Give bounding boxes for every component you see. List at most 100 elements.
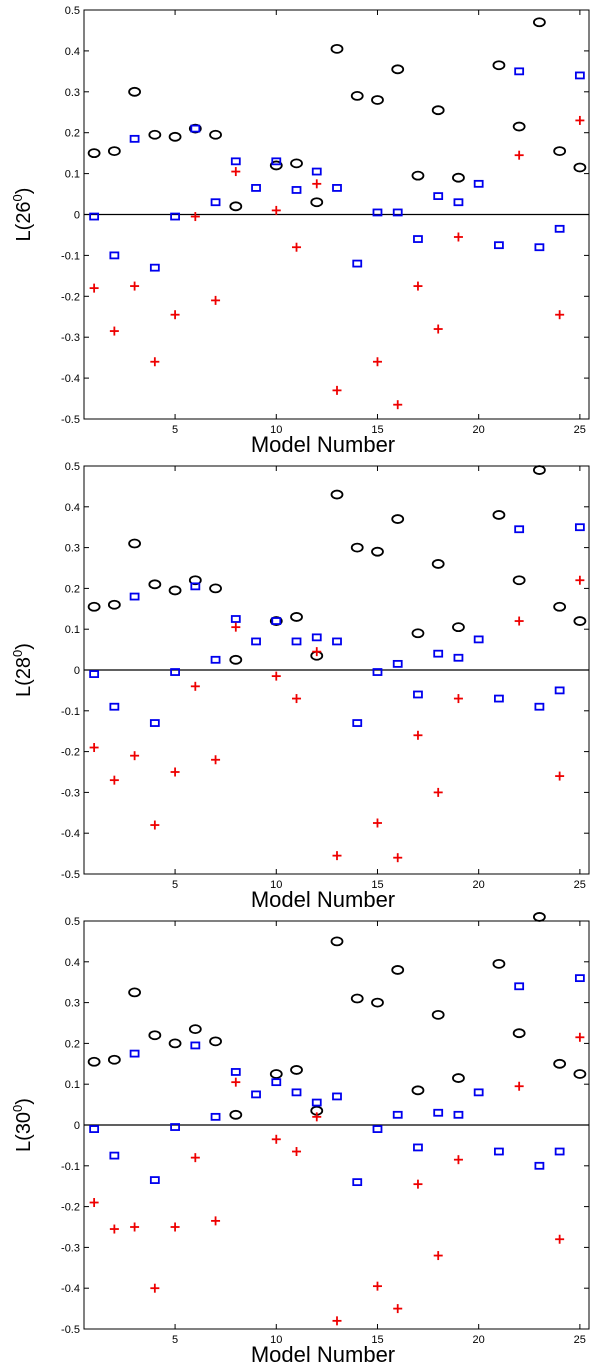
data-point <box>332 637 342 646</box>
data-point <box>512 1028 526 1039</box>
data-point <box>190 212 200 222</box>
data-point <box>413 690 423 699</box>
y-axis-label: L(260) <box>10 188 35 242</box>
data-point <box>188 1024 202 1035</box>
data-point <box>291 637 302 646</box>
y-axis-label: L(300) <box>10 1098 35 1152</box>
data-point <box>453 1110 464 1119</box>
series-square <box>89 67 585 272</box>
y-tick-label: 0.1 <box>65 169 80 181</box>
y-tick-label: 0.5 <box>65 461 80 473</box>
data-point <box>330 43 344 54</box>
series-plus <box>89 575 585 863</box>
data-point <box>352 719 363 727</box>
data-point <box>371 95 384 105</box>
data-point <box>392 1110 403 1119</box>
data-point <box>190 1041 201 1050</box>
data-point <box>128 538 142 549</box>
x-tick-label: 5 <box>172 424 178 436</box>
data-point <box>453 1155 463 1165</box>
data-point <box>554 686 565 695</box>
data-point <box>393 853 403 863</box>
data-point <box>371 997 384 1008</box>
y-tick-label: -0.3 <box>61 332 80 344</box>
data-point <box>391 64 405 75</box>
series-circle <box>87 17 587 212</box>
data-point <box>170 668 180 676</box>
y-tick-label: 0 <box>74 210 80 222</box>
data-point <box>555 771 565 781</box>
y-axis-label-close: ) <box>13 643 35 650</box>
data-point <box>211 755 221 765</box>
data-point <box>372 1125 383 1133</box>
data-point <box>168 131 182 142</box>
data-point <box>292 1147 302 1157</box>
data-point <box>129 134 140 143</box>
data-point <box>271 1078 282 1087</box>
data-point <box>87 148 101 159</box>
data-point <box>128 987 142 998</box>
data-point <box>109 1151 120 1160</box>
data-point <box>352 259 363 268</box>
data-point <box>271 157 282 166</box>
data-point <box>492 510 506 520</box>
data-point <box>109 326 119 336</box>
data-point <box>372 208 383 217</box>
data-point <box>453 694 463 704</box>
data-point <box>514 525 525 534</box>
y-tick-label: 0.5 <box>65 916 80 928</box>
y-axis-label-superscript: 0 <box>10 1105 25 1112</box>
data-point <box>150 820 160 830</box>
data-point <box>107 146 121 157</box>
data-point <box>433 192 444 200</box>
data-point <box>512 575 526 586</box>
data-point <box>271 671 281 681</box>
data-point <box>89 212 100 221</box>
y-tick-label: -0.5 <box>61 869 80 881</box>
data-point <box>210 1112 221 1121</box>
data-point <box>431 105 445 116</box>
data-point <box>311 633 322 642</box>
data-point <box>109 1224 119 1234</box>
data-point <box>130 281 140 291</box>
data-point <box>231 167 241 177</box>
data-point <box>494 241 504 250</box>
y-tick-label: -0.4 <box>61 828 80 840</box>
y-tick-label: -0.5 <box>61 1324 80 1336</box>
data-point <box>130 751 140 761</box>
data-point <box>533 17 546 28</box>
series-plus <box>89 1032 585 1326</box>
y-axis-label-main: L(28 <box>13 657 35 697</box>
y-tick-label: -0.2 <box>61 291 80 303</box>
x-tick-label: 5 <box>172 1334 178 1346</box>
x-axis-label: Model Number <box>251 887 395 912</box>
data-point <box>89 1125 100 1133</box>
data-point <box>350 90 364 101</box>
x-tick-label: 15 <box>371 424 383 436</box>
y-axis-label-main: L(26 <box>13 201 35 241</box>
data-point <box>411 1085 425 1096</box>
y-tick-label: 0.4 <box>65 502 80 514</box>
data-point <box>573 162 587 173</box>
data-point <box>107 599 121 610</box>
data-point <box>230 157 241 166</box>
data-point <box>311 167 322 176</box>
x-tick-label: 10 <box>270 424 282 436</box>
data-point <box>573 616 587 626</box>
x-tick-label: 20 <box>473 424 485 436</box>
data-point <box>452 622 465 633</box>
data-point <box>190 124 201 133</box>
data-point <box>190 1153 200 1163</box>
y-tick-label: 0.3 <box>65 87 80 99</box>
series-circle <box>87 912 587 1120</box>
x-axis-label: Model Number <box>251 432 395 457</box>
data-point <box>514 67 525 76</box>
data-point <box>87 1056 101 1067</box>
data-point <box>148 129 162 140</box>
y-tick-label: 0 <box>74 1120 80 1132</box>
y-tick-label: 0.3 <box>65 998 80 1010</box>
data-point <box>150 357 160 367</box>
data-point <box>553 601 567 612</box>
data-point <box>413 235 423 243</box>
data-point <box>433 324 443 334</box>
